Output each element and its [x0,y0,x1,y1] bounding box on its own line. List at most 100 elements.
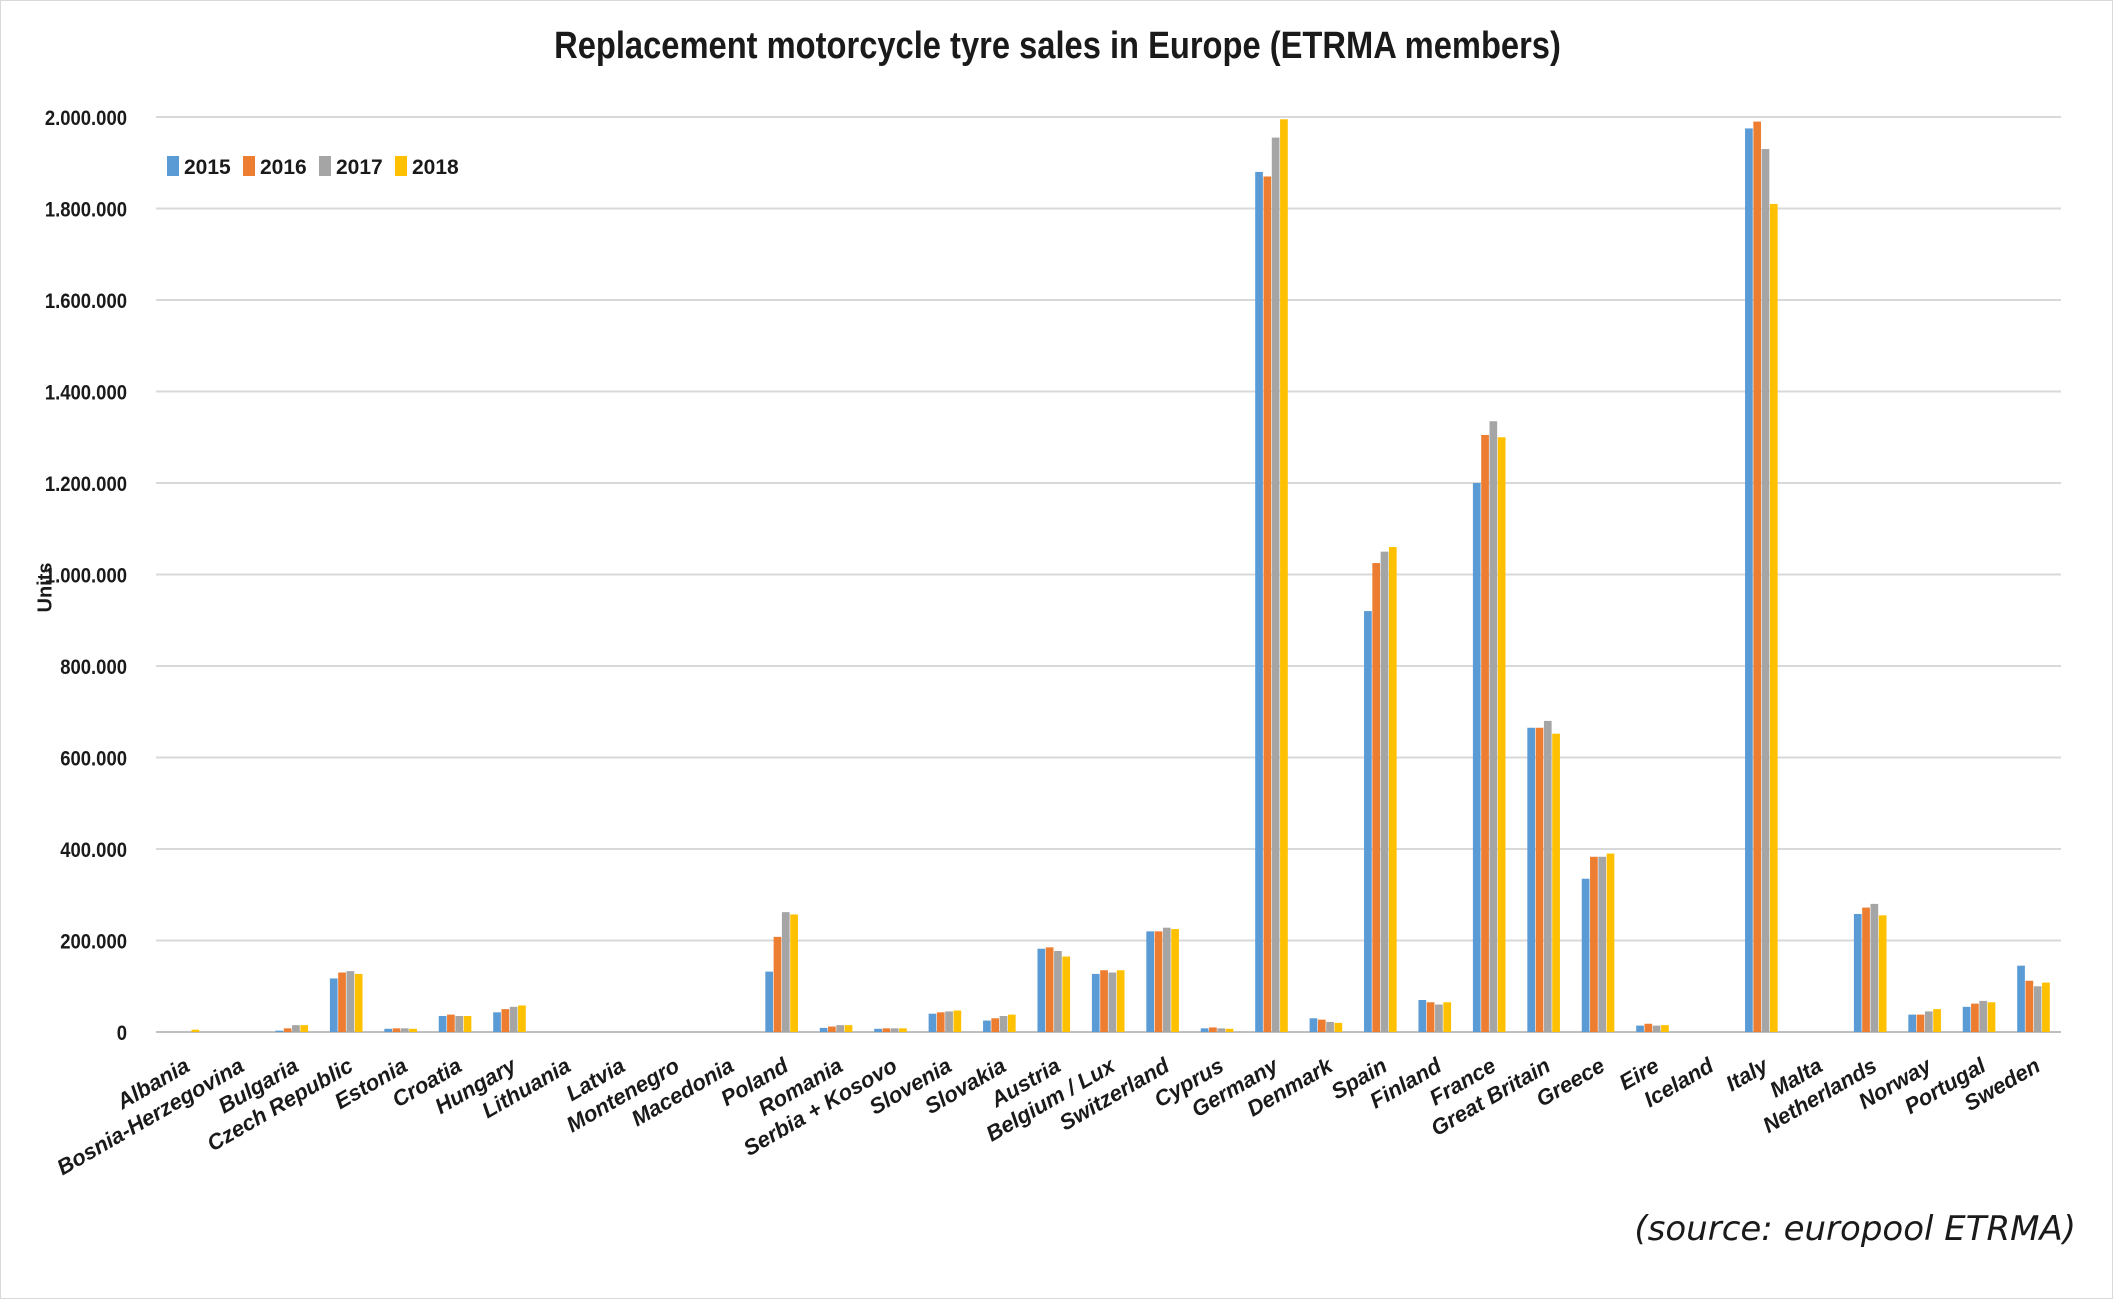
bar [999,1015,1008,1032]
bar [1489,421,1498,1032]
bar [1443,1002,1452,1032]
bar [354,973,363,1032]
bar [1171,929,1179,1032]
y-axis-label: Units [34,562,57,613]
bar [945,1011,953,1032]
bar [1581,878,1590,1032]
bar [1271,137,1280,1032]
bar [765,971,774,1032]
bar [1987,1002,1996,1032]
bar [1644,1023,1653,1032]
bar [819,1027,828,1032]
bar [1116,970,1125,1032]
bar [882,1028,891,1032]
bar [874,1028,882,1032]
bar [384,1028,393,1032]
y-tick-label: 1.200.000 [45,473,127,496]
y-tick-label: 1.600.000 [45,290,127,313]
legend-label: 2015 [184,156,231,179]
bar [1062,956,1071,1032]
bar [1037,948,1046,1032]
bar [1527,727,1536,1032]
bar [890,1028,899,1032]
bar [1753,121,1762,1032]
bars [191,119,2050,1033]
bar [1606,853,1615,1032]
bar [1200,1028,1209,1032]
bar [1497,437,1506,1032]
legend-label: 2017 [336,156,383,179]
bar [455,1015,464,1032]
bar [493,1012,501,1032]
bar [1543,720,1552,1032]
bar [392,1028,401,1032]
bar [1217,1028,1226,1032]
bar [1146,931,1155,1032]
bar [400,1028,409,1032]
bar [1108,972,1117,1032]
legend: 2015 2016 2017 2018 [167,156,459,179]
bar [1054,951,1062,1032]
legend-label: 2018 [412,156,459,179]
y-tick-label: 400.000 [60,839,127,862]
bar [936,1012,945,1032]
bar [790,914,798,1032]
bar [1209,1027,1217,1032]
bar [1870,903,1879,1032]
y-tick-label: 2.000.000 [45,107,127,130]
bar [828,1026,836,1032]
bar [1552,733,1560,1032]
bar [329,978,338,1032]
y-tick-label: 800.000 [60,656,127,679]
bar [1280,119,1288,1033]
legend-swatch [243,156,255,176]
bar [292,1025,300,1032]
bar [983,1020,991,1032]
y-tick-label: 600.000 [60,747,127,770]
bar [191,1029,200,1032]
bar [1372,563,1381,1032]
bar [518,1005,526,1032]
bar [1263,176,1272,1033]
bar [1908,1014,1917,1032]
bar [1472,483,1481,1032]
bar [1334,1022,1343,1032]
y-axis-ticks: 0 200.000 400.000 600.000 800.000 1.000.000 1.… [45,107,127,1045]
bar [844,1025,853,1032]
bar [338,972,346,1032]
bar [2025,980,2034,1032]
bar [1652,1025,1661,1032]
bar [836,1025,845,1032]
bar [2017,965,2025,1032]
bar [1979,1000,1988,1032]
bar [1255,171,1263,1032]
bar [991,1018,1000,1032]
bar [1045,947,1054,1032]
bar [1364,611,1372,1032]
bar [1745,128,1753,1032]
bar [1761,149,1770,1032]
bar [1636,1025,1644,1032]
bar [300,1025,309,1032]
y-tick-label: 1.000.000 [45,564,127,587]
bar [2042,982,2050,1032]
bar [1435,1004,1443,1032]
bar [1481,434,1489,1032]
bar [447,1014,455,1032]
bar [509,1006,518,1032]
bar [1380,551,1389,1032]
legend-swatch [167,156,179,176]
bar [1916,1014,1925,1032]
legend-swatch [395,156,407,176]
bar [1971,1003,1979,1032]
bar [1862,907,1870,1032]
bar [1878,915,1887,1032]
legend-label: 2016 [260,156,307,179]
bar [275,1030,284,1032]
bar [1598,856,1607,1032]
bar [1933,1009,1941,1032]
y-tick-label: 1.400.000 [45,381,127,404]
legend-swatch [319,156,331,176]
